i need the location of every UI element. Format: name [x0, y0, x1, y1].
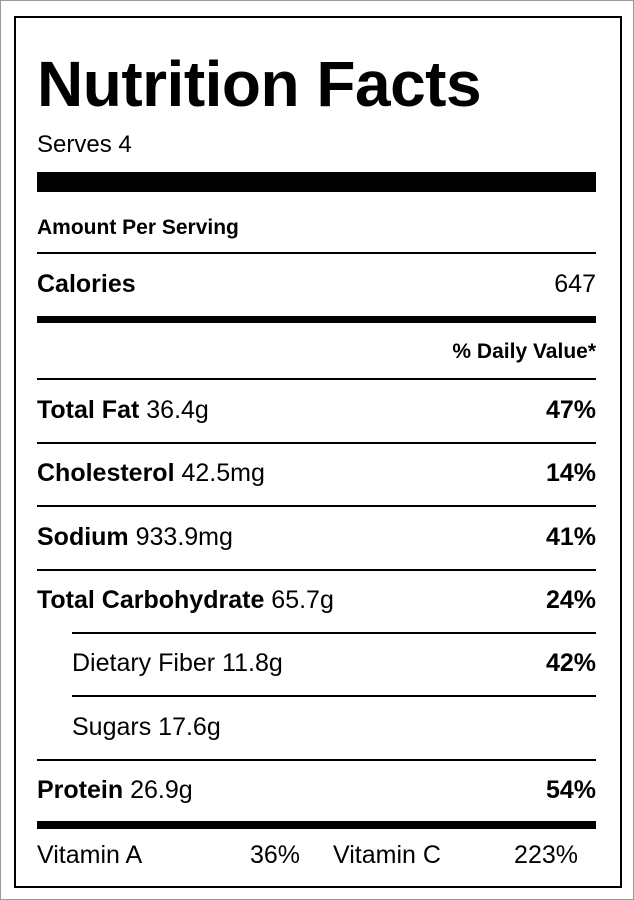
nutrient-line: Total Fat 36.4g: [37, 398, 209, 423]
vitamin-name: Vitamin C: [333, 841, 441, 869]
nutrient-daily-value: 47%: [545, 396, 596, 424]
vitamin-value: 36%: [249, 841, 300, 869]
nutrient-amount: 65.7g: [271, 585, 334, 614]
rule: [72, 695, 596, 698]
thick-rule: [37, 821, 596, 829]
rule: [72, 631, 596, 634]
rule: [37, 568, 596, 571]
nutrient-daily-value: 24%: [545, 585, 596, 614]
daily-value-header: % Daily Value*: [452, 340, 596, 363]
nutrient-daily-value: 54%: [545, 775, 596, 804]
medium-rule: [37, 316, 596, 323]
nutrient-line: Protein 26.9g: [37, 775, 193, 804]
nutrient-line: Sodium 933.9mg: [37, 522, 233, 551]
rule: [37, 758, 596, 761]
nutrition-label: [14, 16, 622, 888]
nutrient-amount: 17.6g: [158, 712, 221, 741]
vitamin-value: 223%: [514, 841, 578, 869]
nutrient-line: Dietary Fiber 11.8g: [72, 651, 283, 676]
nutrient-line: Total Carbohydrate 65.7g: [37, 585, 334, 614]
title: Nutrition Facts: [37, 48, 482, 120]
nutrient-name: Sodium: [37, 522, 129, 551]
nutrient-daily-value: 41%: [545, 522, 596, 551]
nutrient-daily-value: 42%: [545, 649, 596, 678]
nutrient-amount: 36.4g: [146, 396, 209, 424]
calories-label: Calories: [37, 270, 136, 298]
thick-rule: [37, 172, 596, 192]
rule: [37, 505, 596, 508]
nutrient-amount: 11.8g: [222, 649, 283, 678]
rule: [37, 378, 596, 380]
nutrient-line: Cholesterol 42.5mg: [37, 461, 265, 486]
vitamin-name: Vitamin A: [37, 841, 143, 869]
nutrient-name: Cholesterol: [37, 459, 175, 488]
nutrient-name: Protein: [37, 775, 124, 804]
nutrient-amount: 42.5mg: [181, 459, 265, 488]
calories-value: 647: [554, 270, 596, 298]
nutrient-name: Dietary Fiber: [72, 649, 216, 678]
nutrient-name: Total Carbohydrate: [37, 585, 265, 614]
rule: [37, 442, 596, 444]
nutrient-name: Sugars: [72, 712, 152, 741]
nutrient-amount: 933.9mg: [135, 522, 233, 551]
nutrient-line: Sugars 17.6g: [72, 712, 221, 741]
rule: [37, 252, 596, 254]
nutrient-amount: 26.9g: [130, 775, 193, 804]
nutrient-daily-value: 14%: [545, 459, 596, 488]
amount-per-serving: Amount Per Serving: [37, 216, 239, 239]
serves: Serves 4: [37, 131, 132, 158]
nutrient-name: Total Fat: [37, 396, 140, 424]
